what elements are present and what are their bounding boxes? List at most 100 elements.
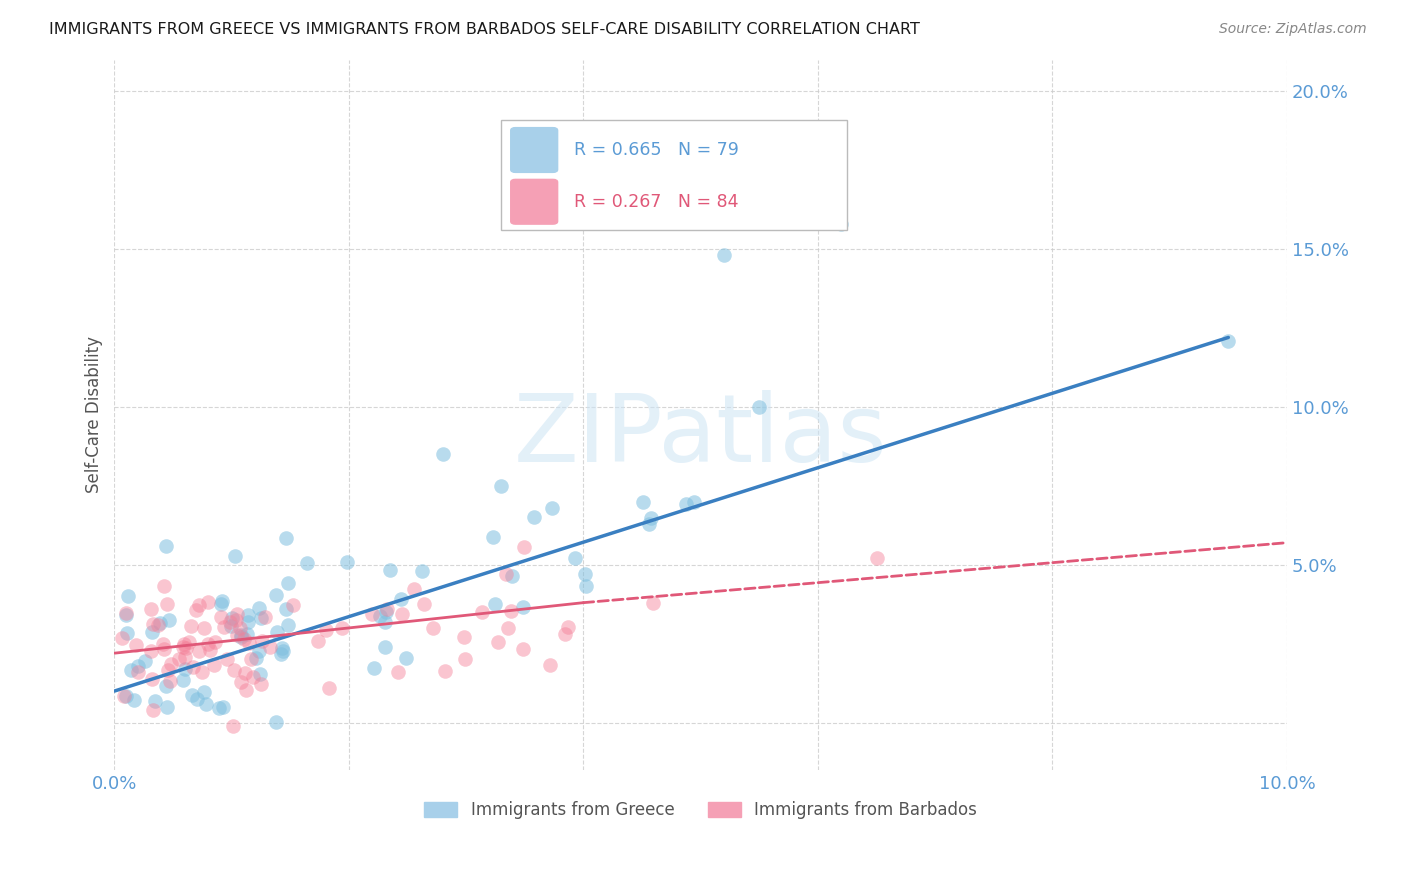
Point — [152, 642, 174, 657]
Point — [501, 604, 523, 618]
Point — [181, 688, 204, 702]
Point — [159, 673, 181, 688]
Point — [115, 689, 138, 703]
Text: R = 0.267   N = 84: R = 0.267 N = 84 — [574, 193, 738, 211]
Point — [167, 652, 190, 666]
Point — [270, 647, 292, 661]
FancyBboxPatch shape — [502, 120, 848, 230]
Point — [554, 627, 576, 641]
Point — [330, 621, 353, 635]
Point — [453, 630, 475, 644]
Point — [228, 621, 250, 635]
Point — [214, 620, 236, 634]
Point — [271, 644, 294, 658]
Point — [482, 530, 505, 544]
Point — [238, 615, 260, 629]
Point — [574, 567, 596, 582]
Point — [295, 557, 318, 571]
Point — [152, 637, 174, 651]
Point — [250, 611, 273, 625]
Point — [242, 670, 264, 684]
Point — [575, 579, 598, 593]
Point — [174, 662, 197, 676]
Point — [389, 591, 412, 606]
Point — [513, 540, 536, 554]
Point — [471, 605, 494, 619]
Point — [240, 651, 263, 665]
Point — [394, 650, 416, 665]
Point — [232, 632, 254, 647]
Point — [127, 665, 149, 680]
Point — [117, 590, 139, 604]
Point — [318, 681, 340, 696]
Point — [486, 635, 509, 649]
Point — [247, 644, 270, 658]
Point — [523, 510, 546, 524]
Point — [146, 618, 169, 632]
Point — [134, 655, 156, 669]
Point — [541, 501, 564, 516]
Point — [434, 664, 457, 678]
Point — [219, 619, 242, 633]
Point — [112, 689, 135, 703]
Point — [249, 677, 271, 691]
Point — [155, 539, 177, 553]
Point — [484, 597, 506, 611]
Point — [264, 714, 287, 729]
Point — [174, 640, 197, 655]
Point — [422, 621, 444, 635]
Point — [501, 569, 523, 583]
Text: R = 0.665   N = 79: R = 0.665 N = 79 — [574, 141, 740, 159]
Point — [374, 640, 396, 655]
Point — [221, 611, 243, 625]
Point — [1218, 334, 1240, 348]
Point — [231, 628, 253, 642]
Point — [122, 693, 145, 707]
Point — [222, 719, 245, 733]
Point — [233, 665, 256, 680]
Point — [378, 563, 401, 577]
Point — [142, 616, 165, 631]
Point — [114, 606, 136, 620]
Point — [187, 598, 209, 612]
Point — [249, 600, 271, 615]
Point — [675, 497, 697, 511]
Point — [432, 447, 454, 461]
Point — [643, 596, 665, 610]
Point — [512, 599, 534, 614]
Point — [363, 661, 385, 675]
Point — [173, 650, 195, 665]
Point — [153, 579, 176, 593]
FancyBboxPatch shape — [510, 179, 558, 224]
Point — [156, 699, 179, 714]
Point — [141, 625, 163, 640]
Point — [336, 555, 359, 569]
Point — [259, 640, 281, 654]
Point — [277, 617, 299, 632]
Point — [274, 531, 297, 545]
Point — [266, 588, 288, 602]
Point — [115, 626, 138, 640]
Point — [115, 607, 138, 622]
Point — [160, 657, 183, 671]
Point — [142, 703, 165, 717]
Point — [225, 628, 247, 642]
Point — [172, 673, 194, 687]
FancyBboxPatch shape — [510, 128, 558, 172]
Point — [209, 597, 232, 611]
Point — [637, 517, 659, 532]
Point — [640, 511, 662, 525]
Point — [368, 609, 391, 624]
Point — [496, 621, 519, 635]
Point — [191, 665, 214, 679]
Point — [141, 673, 163, 687]
Point — [127, 658, 149, 673]
Point — [271, 640, 294, 655]
Point — [211, 593, 233, 607]
Text: IMMIGRANTS FROM GREECE VS IMMIGRANTS FROM BARBADOS SELF-CARE DISABILITY CORRELAT: IMMIGRANTS FROM GREECE VS IMMIGRANTS FRO… — [49, 22, 920, 37]
Point — [157, 613, 180, 627]
Point — [235, 682, 257, 697]
Point — [315, 624, 337, 638]
Point — [564, 550, 586, 565]
Point — [557, 620, 579, 634]
